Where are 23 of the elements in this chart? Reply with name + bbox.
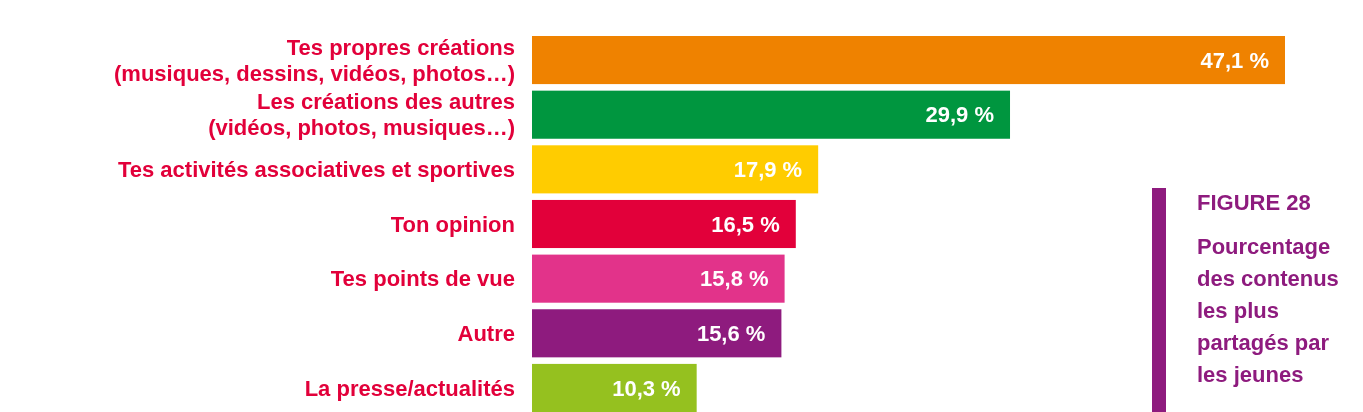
- data-label: 15,8 %: [700, 266, 769, 292]
- bar: [532, 36, 1285, 85]
- text: FIGURE 28: [1197, 190, 1311, 215]
- y-tick-label: Autre: [457, 321, 515, 346]
- bar: [532, 309, 782, 358]
- data-label: 15,6 %: [696, 321, 766, 346]
- bar: [532, 90, 1011, 139]
- data-label: 16,5 %: [711, 211, 780, 237]
- bar: [532, 363, 697, 412]
- y-tick-label: La presse/actualités: [304, 375, 515, 401]
- data-label: 47,1 %: [1200, 47, 1269, 73]
- y-tick-label: Tes activités associatives et sportives: [117, 157, 515, 183]
- bar: [532, 254, 785, 303]
- y-tick-label: Les créations des autres (vidéos, photos, musiques…): [208, 89, 515, 141]
- y-tick-label: Tes points de vue: [330, 266, 515, 292]
- data-label: 29,9 %: [925, 102, 995, 128]
- bar: [532, 199, 796, 249]
- data-label: 17,9 %: [733, 157, 803, 183]
- y-tick-label: Tes propres créations (musiques, dessins, vidéos, photos…): [114, 34, 515, 86]
- data-label: 10,3 %: [612, 375, 681, 401]
- y-tick-label: Ton opinion: [390, 211, 515, 237]
- text: Pourcentage des contenus les plus partagés par les jeunes: [1197, 234, 1339, 387]
- bar: [532, 145, 819, 194]
